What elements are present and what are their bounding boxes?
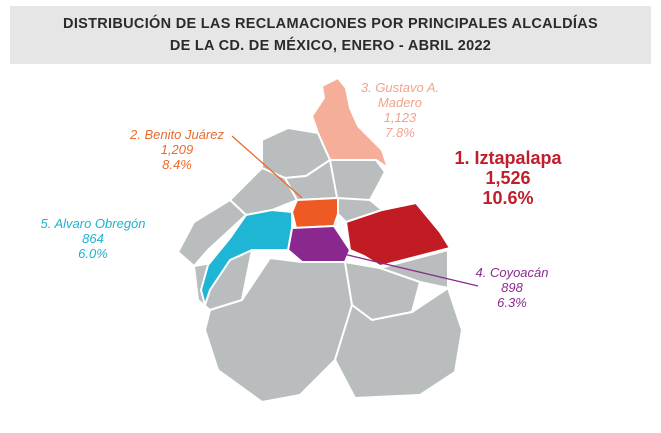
leader-line-benito-juarez bbox=[231, 135, 303, 199]
label-iztapalapa-percent: 10.6% bbox=[482, 188, 534, 208]
region-alvaro-obregon bbox=[200, 209, 293, 306]
label-coyoacan-name: 4. Coyoacán bbox=[475, 265, 549, 280]
region-coyoacan bbox=[287, 225, 351, 263]
label-gustavo-a-madero: 3. Gustavo A. Madero 1,123 7.8% bbox=[340, 80, 460, 140]
region-iztapalapa bbox=[345, 202, 451, 267]
leader-line-coyoacan bbox=[334, 251, 479, 287]
label-iztapalapa: 1. Iztapalapa 1,526 10.6% bbox=[428, 148, 588, 208]
label-coyoacan: 4. Coyoacán 898 6.3% bbox=[462, 265, 562, 310]
label-gustavo-a-madero-name: 3. Gustavo A. bbox=[360, 80, 440, 95]
label-benito-juarez-count: 1,209 bbox=[160, 142, 194, 157]
label-alvaro-obregon: 5. Alvaro Obregón 864 6.0% bbox=[18, 216, 168, 261]
label-alvaro-obregon-percent: 6.0% bbox=[78, 246, 108, 261]
region-benito-juarez bbox=[291, 197, 339, 229]
region-venustiano-carranza bbox=[329, 159, 386, 204]
label-alvaro-obregon-count: 864 bbox=[82, 231, 104, 246]
title-bar: DISTRIBUCIÓN DE LAS RECLAMACIONES POR PR… bbox=[10, 6, 651, 64]
label-coyoacan-count: 898 bbox=[501, 280, 523, 295]
label-alvaro-obregon-name: 5. Alvaro Obregón bbox=[40, 216, 146, 231]
title-line-2: DE LA CD. DE MÉXICO, ENERO - ABRIL 2022 bbox=[169, 38, 492, 54]
label-iztapalapa-count: 1,526 bbox=[485, 168, 531, 188]
label-benito-juarez-percent: 8.4% bbox=[162, 157, 192, 172]
label-iztapalapa-name: 1. Iztapalapa bbox=[454, 148, 562, 168]
label-gustavo-a-madero-percent: 7.8% bbox=[385, 125, 415, 140]
label-benito-juarez-name: 2. Benito Juárez bbox=[130, 127, 224, 142]
label-coyoacan-percent: 6.3% bbox=[497, 295, 527, 310]
label-benito-juarez: 2. Benito Juárez 1,209 8.4% bbox=[112, 127, 242, 172]
label-gustavo-a-madero-name-2: Madero bbox=[377, 95, 423, 110]
region-tlalpan bbox=[204, 257, 353, 403]
region-milpa-alta bbox=[334, 287, 463, 399]
title-line-1: DISTRIBUCIÓN DE LAS RECLAMACIONES POR PR… bbox=[63, 16, 598, 32]
label-gustavo-a-madero-count: 1,123 bbox=[383, 110, 417, 125]
region-gustavo-a-madero bbox=[311, 77, 389, 169]
